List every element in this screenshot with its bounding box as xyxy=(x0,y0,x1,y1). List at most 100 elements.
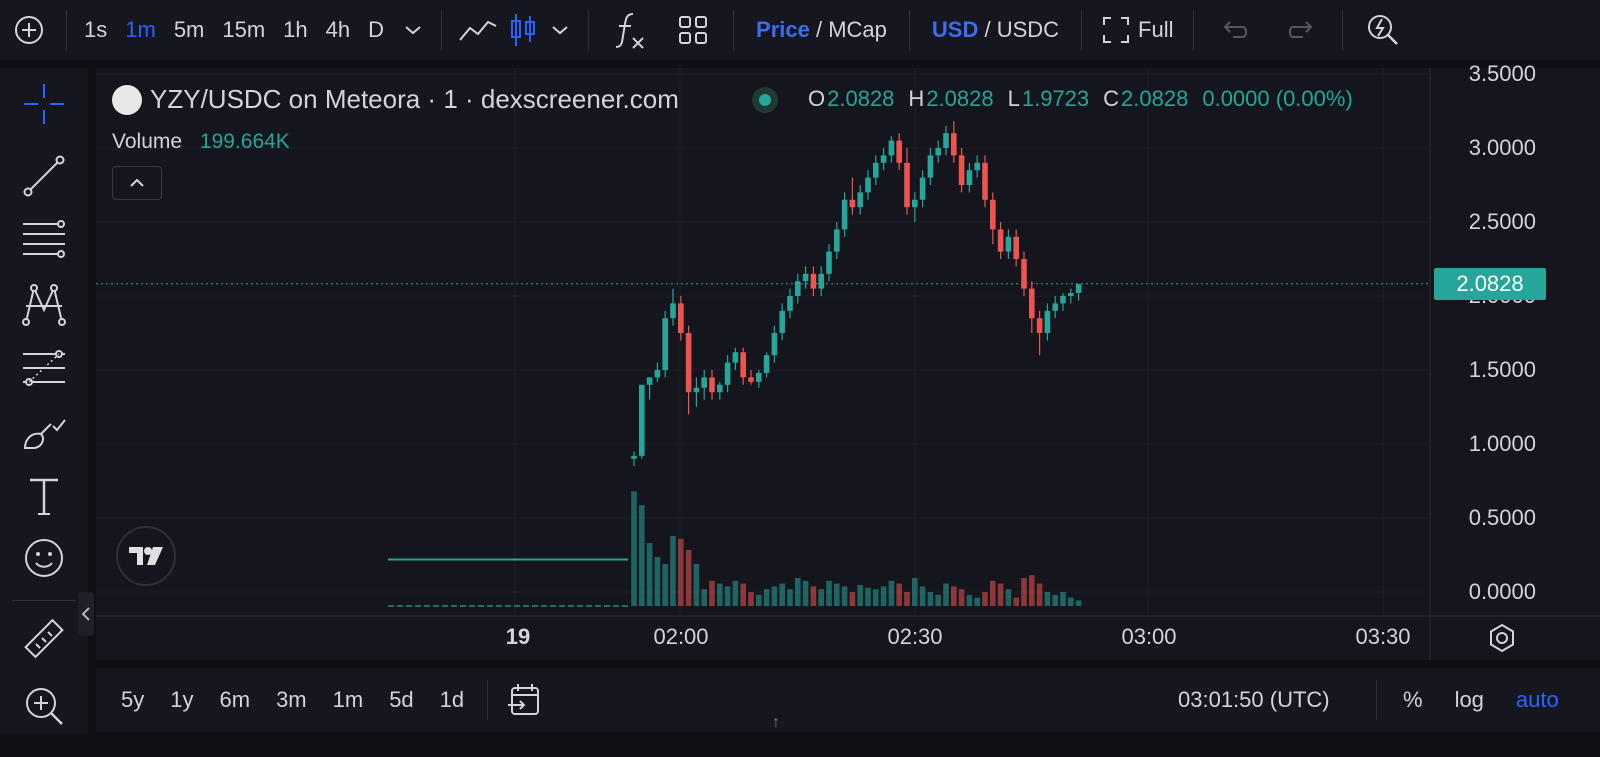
volume-bar xyxy=(974,597,980,606)
range-3m[interactable]: 3m xyxy=(276,687,307,712)
chart-settings-button[interactable] xyxy=(1486,622,1518,654)
collapse-legend-button[interactable] xyxy=(112,166,162,200)
price-option[interactable]: Price xyxy=(756,17,810,42)
tradingview-logo-icon[interactable] xyxy=(116,526,176,586)
volume-bar xyxy=(849,592,856,606)
range-5d[interactable]: 5d xyxy=(389,687,414,712)
go-to-date-button[interactable] xyxy=(498,682,550,718)
fullscreen-button[interactable]: Full xyxy=(1090,0,1185,60)
pattern-icon xyxy=(22,284,66,326)
candle-body xyxy=(1060,296,1066,304)
fullscreen-icon xyxy=(1103,17,1130,43)
chart-type-dropdown[interactable] xyxy=(540,0,580,60)
price-tick: 1.5000 xyxy=(1468,357,1536,382)
volume-bar xyxy=(763,589,770,606)
mcap-option[interactable]: MCap xyxy=(828,17,887,42)
candle-body xyxy=(873,162,879,178)
pattern-tool[interactable] xyxy=(18,278,70,330)
zoom-in-tool[interactable] xyxy=(18,680,70,732)
fib-retracement-tool[interactable] xyxy=(18,214,70,266)
candle-body xyxy=(888,140,895,156)
redo-button[interactable] xyxy=(1268,0,1334,60)
volume-bar xyxy=(888,580,895,606)
candle-body xyxy=(693,387,700,393)
calendar-arrow-icon xyxy=(508,684,540,715)
auto-scale-toggle[interactable]: auto xyxy=(1515,687,1559,712)
volume-bar xyxy=(818,589,824,606)
timeframe-1s[interactable]: 1s xyxy=(84,17,108,42)
time-axis[interactable]: 19 02:00 02:30 03:00 03:30 xyxy=(96,616,1426,660)
candle-body xyxy=(662,318,668,370)
candlestick-icon xyxy=(511,14,536,46)
brush-tool[interactable] xyxy=(18,406,70,458)
candle-body xyxy=(779,310,785,333)
emoji-tool[interactable] xyxy=(18,532,70,584)
currency-toggle[interactable]: USD / USDC xyxy=(918,0,1073,60)
horizontal-lines-icon xyxy=(23,220,65,258)
timeframe-d[interactable]: D xyxy=(368,17,385,42)
toolbar-divider xyxy=(487,680,489,720)
price-tick: 0.5000 xyxy=(1468,505,1536,530)
range-1m[interactable]: 1m xyxy=(332,687,364,712)
price-mcap-toggle[interactable]: Price / MCap xyxy=(742,0,901,60)
candle-body xyxy=(966,170,973,185)
volume-bar xyxy=(1036,583,1043,606)
usdc-option[interactable]: USDC xyxy=(996,17,1060,42)
forecast-icon xyxy=(23,350,65,386)
range-1y[interactable]: 1y xyxy=(170,687,194,712)
price-chart[interactable] xyxy=(96,68,1600,660)
volume-bar xyxy=(701,589,707,606)
chart-pane[interactable] xyxy=(96,68,1600,660)
percent-scale-toggle[interactable]: % xyxy=(1403,687,1423,712)
log-scale-toggle[interactable]: log xyxy=(1454,687,1484,712)
volume-bar xyxy=(810,586,817,606)
candle-body xyxy=(709,377,715,393)
timeframe-1h[interactable]: 1h xyxy=(283,17,308,42)
volume-bar xyxy=(880,586,887,606)
function-icon xyxy=(615,13,644,49)
price-tick: 0.0000 xyxy=(1468,579,1536,604)
measure-tool[interactable] xyxy=(18,614,70,666)
range-6m[interactable]: 6m xyxy=(219,687,251,712)
timeframe-dropdown[interactable] xyxy=(393,0,433,60)
volume-bar xyxy=(912,578,918,606)
add-indicator-button[interactable] xyxy=(0,0,58,60)
candle-body xyxy=(896,140,902,163)
timeframe-5m[interactable]: 5m xyxy=(173,17,205,42)
timeframe-4h[interactable]: 4h xyxy=(325,17,351,42)
text-tool[interactable] xyxy=(18,470,70,522)
volume-bar xyxy=(662,564,668,606)
volume-bar xyxy=(927,592,934,606)
candle-body xyxy=(834,229,840,252)
range-5y[interactable]: 5y xyxy=(121,687,145,712)
close-value: 2.0828 xyxy=(1121,86,1189,111)
volume-bar xyxy=(1005,589,1012,606)
usd-option[interactable]: USD xyxy=(931,17,979,42)
time-tick: 19 xyxy=(505,624,531,649)
resize-handle-icon[interactable]: ↑ xyxy=(772,714,780,731)
undo-icon xyxy=(1224,21,1248,38)
candles-chart-button[interactable] xyxy=(506,0,540,60)
price-tick: 2.5000 xyxy=(1468,209,1536,234)
forecasting-tool[interactable] xyxy=(18,342,70,394)
line-chart-button[interactable] xyxy=(450,0,506,60)
timeframe-15m[interactable]: 15m xyxy=(222,17,266,42)
collapse-toolbar-button[interactable] xyxy=(78,592,94,636)
trend-line-tool[interactable] xyxy=(18,150,70,202)
layouts-button[interactable] xyxy=(661,0,725,60)
time-tick: 03:00 xyxy=(1121,624,1177,649)
candle-body xyxy=(943,133,949,148)
smiley-icon xyxy=(25,539,63,577)
undo-button[interactable] xyxy=(1202,0,1268,60)
symbol-title: YZY/USDC on Meteora · 1 · dexscreener.co… xyxy=(150,84,679,114)
range-1d[interactable]: 1d xyxy=(439,687,465,712)
volume-bar xyxy=(724,586,731,606)
indicators-button[interactable] xyxy=(597,0,661,60)
quick-search-button[interactable] xyxy=(1351,0,1415,60)
utc-clock[interactable]: 03:01:50 (UTC) xyxy=(1178,687,1330,712)
crosshair-tool[interactable] xyxy=(18,78,70,130)
timeframe-1m[interactable]: 1m xyxy=(125,17,156,42)
last-price-label: 2.0828 xyxy=(1434,268,1546,300)
gear-icon xyxy=(1490,623,1514,653)
volume-bar xyxy=(990,580,996,606)
